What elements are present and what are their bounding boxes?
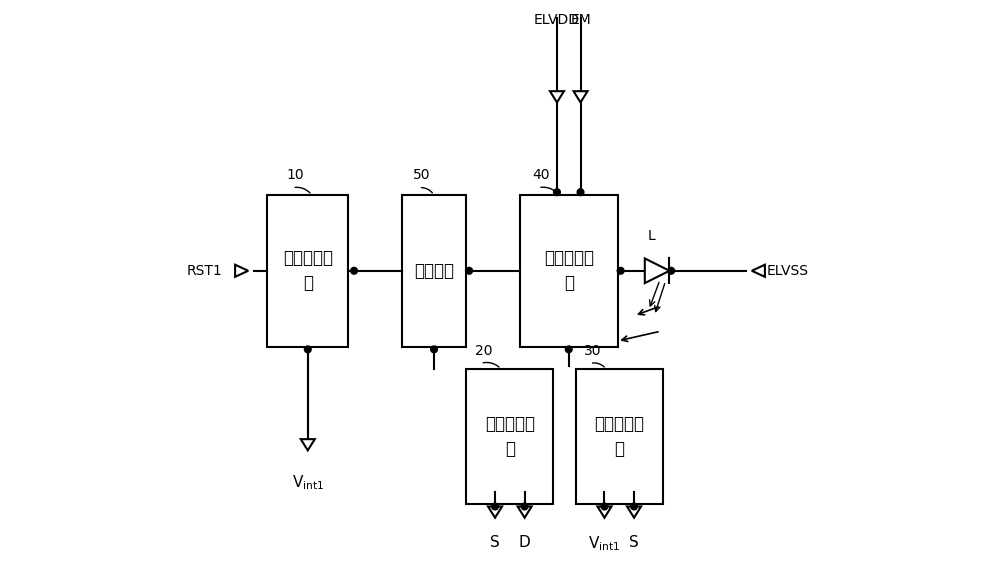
Text: ELVDD: ELVDD: [534, 12, 580, 27]
Circle shape: [565, 346, 572, 352]
Circle shape: [617, 267, 624, 274]
Text: 30: 30: [584, 344, 602, 358]
Circle shape: [554, 189, 560, 196]
Bar: [520, 195, 618, 346]
Bar: [576, 369, 663, 504]
Text: $\mathregular{V_{int1}}$: $\mathregular{V_{int1}}$: [292, 473, 324, 491]
Text: S: S: [490, 535, 500, 549]
Text: 20: 20: [475, 344, 492, 358]
Circle shape: [601, 503, 608, 510]
Text: 发光使能模
块: 发光使能模 块: [544, 249, 594, 292]
Circle shape: [631, 503, 637, 510]
Circle shape: [577, 189, 584, 196]
Text: 发光重置模
块: 发光重置模 块: [594, 415, 644, 458]
Text: EM: EM: [570, 12, 591, 27]
Text: D: D: [519, 535, 530, 549]
Text: ELVSS: ELVSS: [767, 264, 809, 278]
Text: RST1: RST1: [186, 264, 222, 278]
Text: 写入补偿模
块: 写入补偿模 块: [485, 415, 535, 458]
Bar: [267, 195, 348, 346]
Circle shape: [304, 346, 311, 352]
Bar: [466, 369, 553, 504]
Text: 50: 50: [413, 168, 431, 182]
Bar: [402, 195, 466, 346]
Circle shape: [668, 267, 675, 274]
Text: 驱动重置模
块: 驱动重置模 块: [283, 249, 333, 292]
Text: L: L: [648, 229, 655, 243]
Text: 40: 40: [533, 168, 550, 182]
Text: S: S: [629, 535, 639, 549]
Text: $\mathregular{V_{int1}}$: $\mathregular{V_{int1}}$: [588, 535, 621, 553]
Text: 驱动模块: 驱动模块: [414, 262, 454, 280]
Circle shape: [466, 267, 473, 274]
Circle shape: [492, 503, 498, 510]
Circle shape: [521, 503, 528, 510]
Circle shape: [431, 346, 437, 352]
Circle shape: [351, 267, 357, 274]
Text: 10: 10: [287, 168, 304, 182]
